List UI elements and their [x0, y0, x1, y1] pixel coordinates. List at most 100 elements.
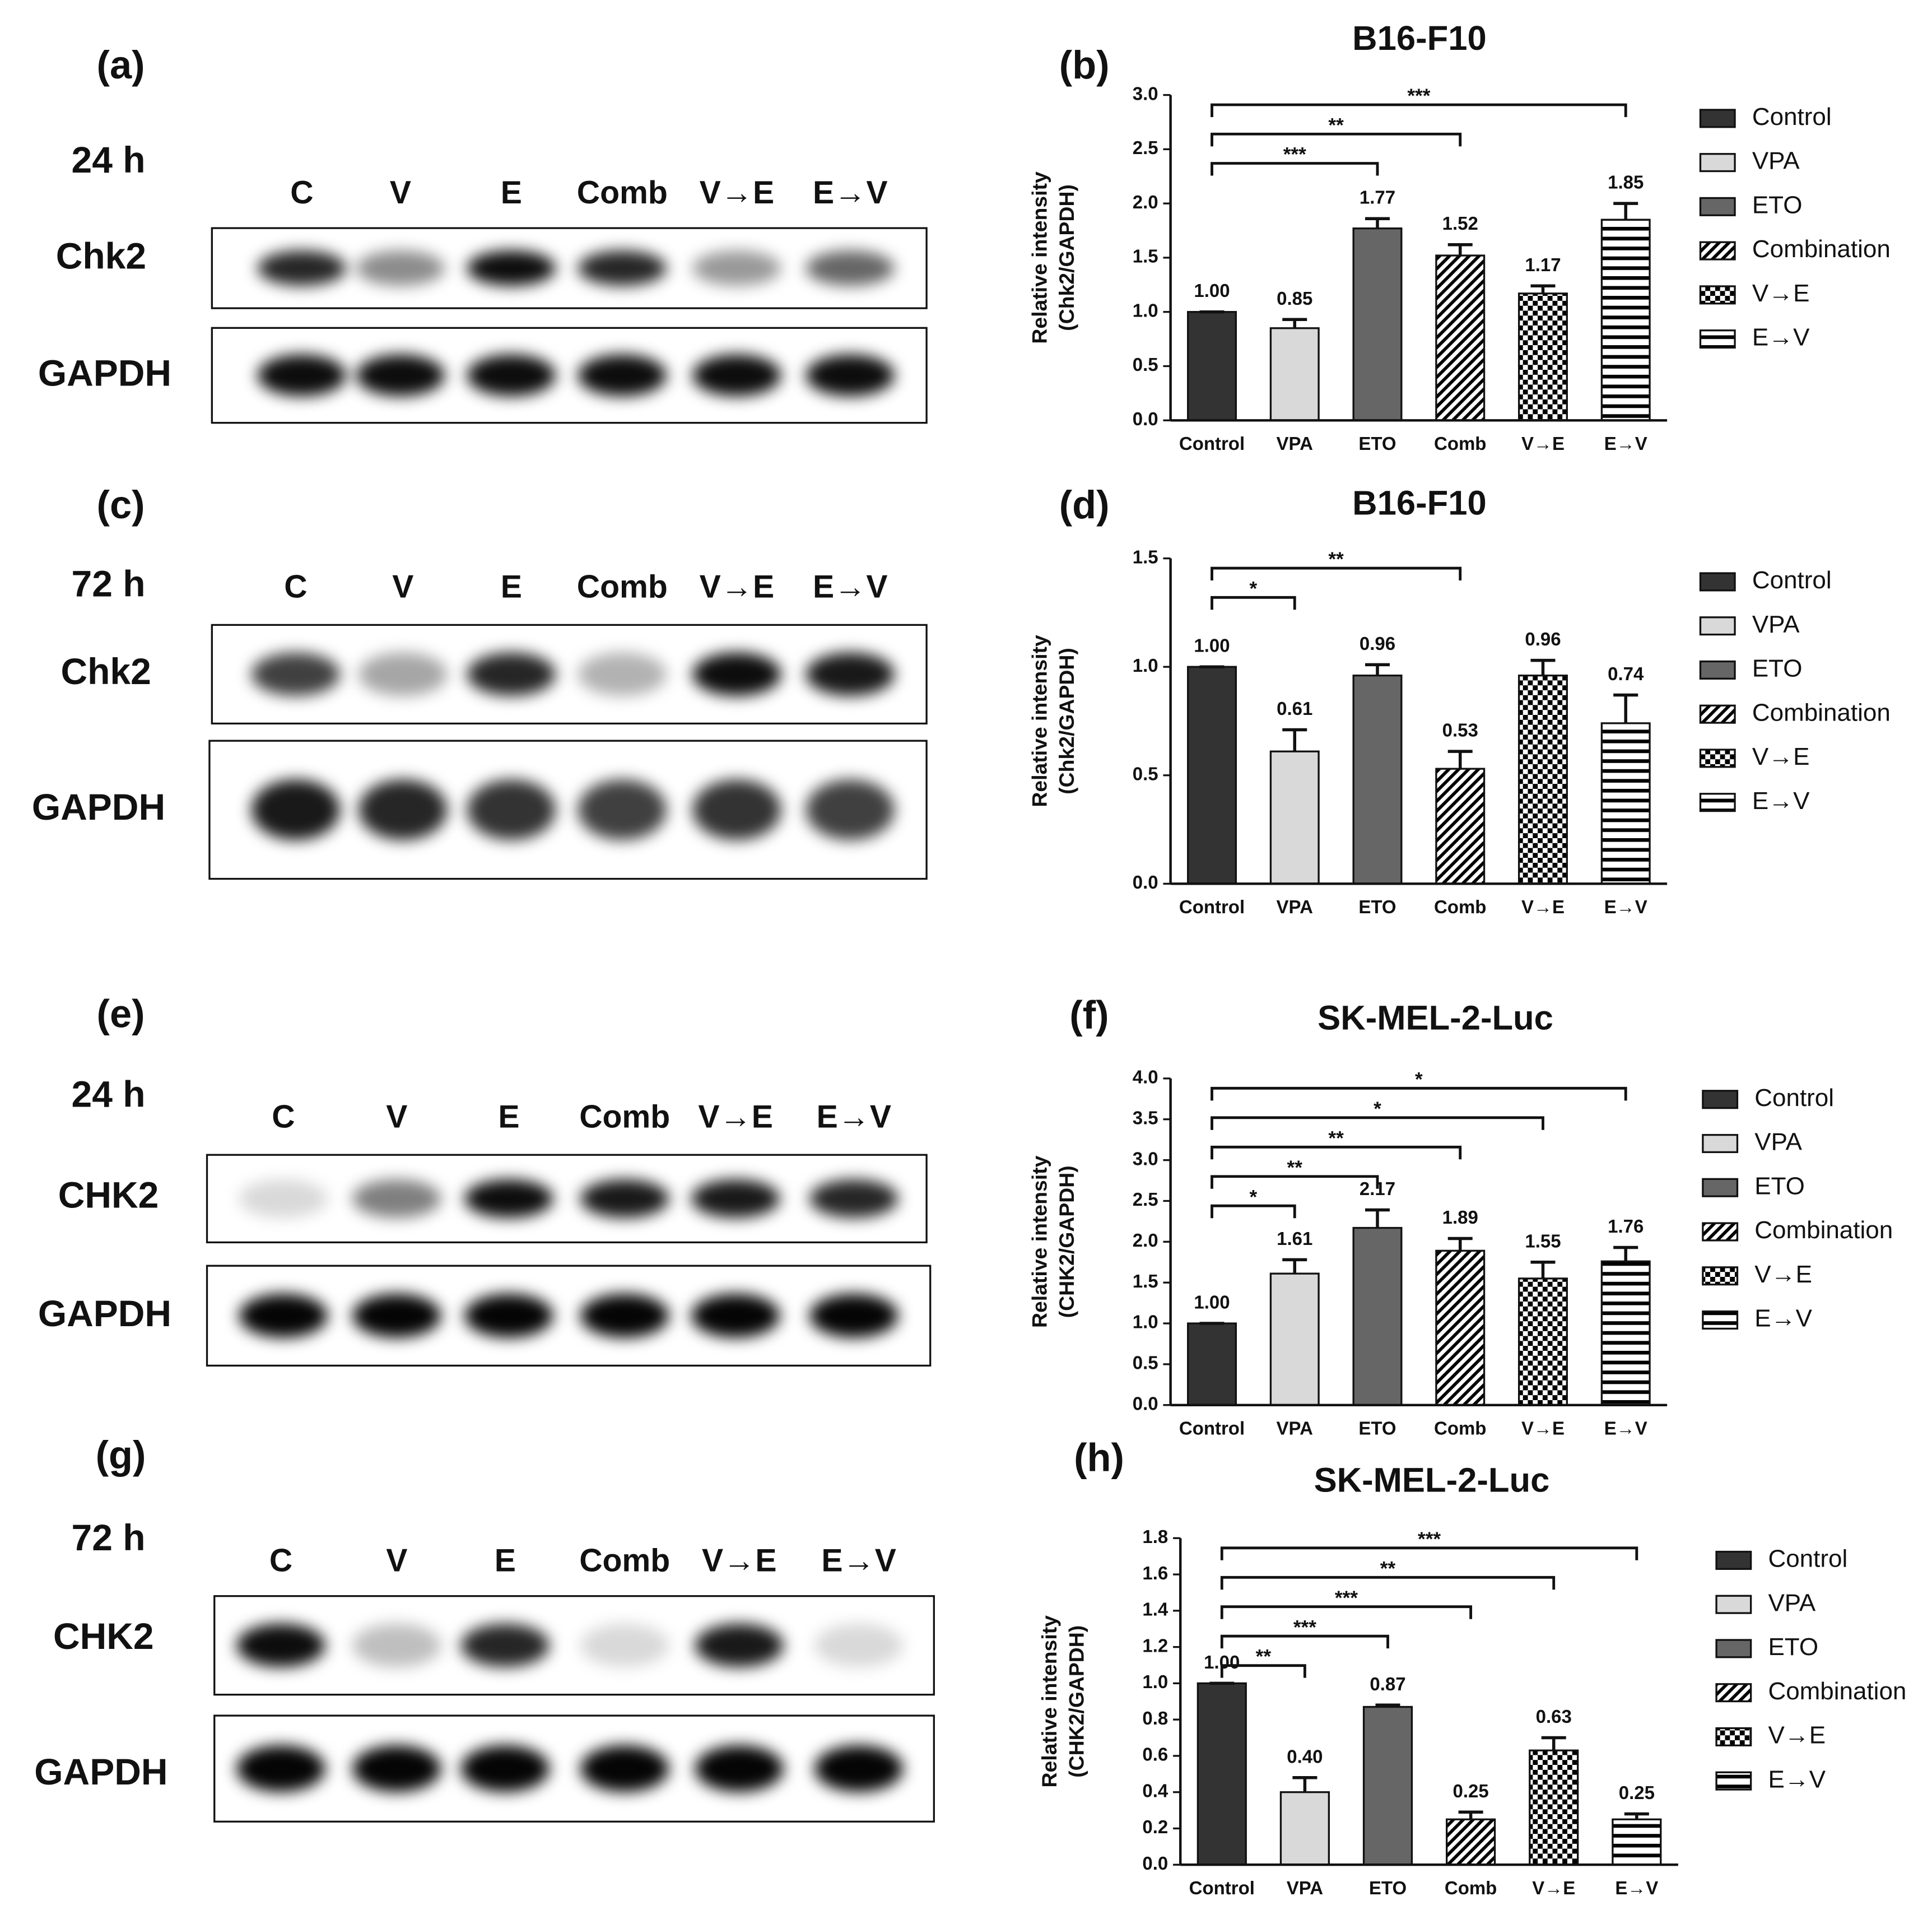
time-label: 24 h — [72, 139, 146, 180]
significance-bracket — [1211, 1204, 1296, 1219]
legend-label: ETO — [1752, 655, 1803, 682]
legend-swatch — [1699, 749, 1736, 768]
value-label: 0.96 — [1360, 633, 1395, 654]
x-tick-label: V→E — [1521, 433, 1565, 454]
legend-swatch — [1699, 285, 1736, 305]
x-tick-label: ETO — [1369, 1877, 1407, 1898]
bar — [1269, 327, 1320, 421]
bar — [1435, 1249, 1486, 1406]
value-label: 0.63 — [1536, 1706, 1572, 1727]
panel-label: (g) — [96, 1433, 146, 1477]
blot-band — [352, 1623, 441, 1667]
blot-band — [578, 652, 667, 696]
y-axis-label: Relative intensity — [1037, 1615, 1061, 1788]
error-bar — [1613, 1246, 1638, 1262]
y-axis-label: Relative intensity — [1028, 1155, 1051, 1328]
blot-band — [578, 779, 667, 840]
x-tick-label: Comb — [1434, 1418, 1486, 1438]
y-axis-label: Relative intensity — [1028, 171, 1051, 344]
y-tick-label: 0.5 — [1133, 1353, 1158, 1373]
value-label: 1.52 — [1442, 213, 1478, 234]
significance-bracket — [1220, 1664, 1306, 1678]
legend-swatch — [1702, 1310, 1739, 1330]
legend-swatch — [1715, 1727, 1752, 1746]
value-label: 0.53 — [1442, 720, 1478, 741]
error-bar — [1365, 217, 1390, 229]
blot-band — [806, 354, 895, 397]
significance-bracket — [1211, 1175, 1379, 1189]
value-label: 1.00 — [1194, 1292, 1230, 1313]
x-tick-label: VPA — [1277, 1418, 1313, 1438]
legend-swatch — [1699, 616, 1736, 636]
value-label: 1.00 — [1194, 280, 1230, 301]
significance-bracket — [1211, 1116, 1544, 1130]
significance-bracket — [1211, 1086, 1627, 1101]
lane-label: V — [392, 569, 413, 605]
significance-bracket — [1220, 1546, 1638, 1560]
x-tick-label: V→E — [1521, 896, 1565, 917]
blot-band — [464, 1294, 553, 1338]
x-tick-label: VPA — [1287, 1877, 1323, 1898]
significance-label: *** — [1293, 1616, 1316, 1638]
blot-band — [814, 1623, 904, 1667]
error-bar — [1282, 728, 1307, 752]
error-bar — [1282, 1258, 1307, 1274]
panel-label: (f) — [1069, 993, 1109, 1037]
lane-label: E — [501, 175, 522, 211]
blot-band — [578, 250, 667, 286]
error-bar — [1292, 1776, 1318, 1792]
error-bar — [1530, 284, 1556, 294]
y-tick-label: 0.0 — [1133, 408, 1158, 429]
row-label: GAPDH — [32, 786, 165, 828]
legend-swatch — [1702, 1133, 1739, 1154]
x-tick-label: Comb — [1434, 896, 1486, 917]
bar — [1517, 292, 1568, 421]
value-label: 0.40 — [1287, 1746, 1323, 1767]
significance-bracket — [1211, 1145, 1462, 1160]
error-bar — [1624, 1812, 1649, 1820]
legend-swatch — [1699, 793, 1736, 812]
blot-band — [695, 1745, 784, 1792]
y-tick-label: 1.5 — [1133, 546, 1158, 567]
value-label: 1.85 — [1608, 172, 1644, 193]
legend-swatch — [1715, 1771, 1752, 1791]
y-tick-label: 0.0 — [1133, 1393, 1158, 1414]
y-axis-label: (Chk2/GAPDH) — [1055, 184, 1078, 331]
y-tick-label: 0.0 — [1133, 872, 1158, 893]
legend-swatch — [1702, 1090, 1739, 1109]
lane-label: E→V — [813, 569, 887, 605]
y-tick-label: 1.0 — [1133, 655, 1158, 676]
blot-bands — [239, 1179, 899, 1218]
y-tick-label: 0.5 — [1133, 354, 1158, 375]
y-tick-label: 0.8 — [1142, 1708, 1168, 1728]
blot-band — [239, 1294, 328, 1338]
lane-label: E — [501, 569, 522, 605]
lane-label: V — [386, 1542, 407, 1578]
lane-label: E — [495, 1542, 516, 1578]
blot-band — [692, 652, 781, 696]
x-tick-label: Control — [1179, 433, 1245, 454]
panel-label: (c) — [97, 482, 145, 527]
legend-swatch — [1715, 1595, 1752, 1614]
blot-band — [806, 250, 895, 286]
panel-label: (h) — [1074, 1435, 1124, 1479]
significance-label: ** — [1328, 1127, 1344, 1149]
error-bar — [1530, 658, 1556, 676]
legend-label: ETO — [1752, 191, 1803, 219]
blot-frame — [213, 1595, 935, 1696]
panel-label: (a) — [97, 43, 145, 87]
y-tick-label: 1.0 — [1133, 1312, 1158, 1332]
legend-label: V→E — [1768, 1722, 1826, 1749]
blot-band — [352, 1179, 441, 1218]
panel-label: (b) — [1059, 43, 1110, 87]
legend-swatch — [1702, 1178, 1739, 1197]
bar — [1352, 675, 1403, 885]
bar — [1517, 675, 1568, 885]
blot-band — [580, 1745, 669, 1792]
bar — [1435, 254, 1486, 421]
significance-label: ** — [1328, 549, 1344, 570]
blot-band — [460, 1623, 550, 1667]
x-tick-label: Comb — [1445, 1877, 1497, 1898]
value-label: 0.25 — [1619, 1782, 1655, 1803]
